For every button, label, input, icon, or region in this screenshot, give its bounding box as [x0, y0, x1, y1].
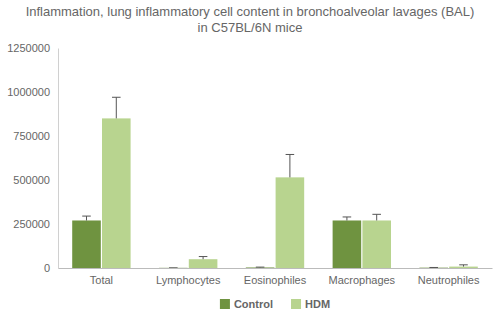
- error-bar: [169, 267, 178, 268]
- y-tick-label: 500000: [13, 174, 50, 186]
- error-bar: [199, 257, 208, 260]
- bar: [276, 177, 305, 268]
- y-axis-line: [58, 49, 59, 269]
- x-tick: Total: [90, 268, 113, 286]
- x-tick-label: Lymphocytes: [156, 274, 221, 286]
- bar: [419, 267, 448, 268]
- y-tick-label: 1000000: [7, 86, 50, 98]
- x-tick-label: Eosinophiles: [244, 274, 307, 286]
- y-tick: 1250000: [7, 42, 58, 54]
- x-tick-label: Neutrophiles: [418, 274, 480, 286]
- error-bar: [459, 265, 468, 267]
- y-tick: 750000: [13, 130, 58, 142]
- y-tick: 0: [44, 262, 58, 274]
- error-bar: [429, 267, 438, 268]
- x-tick-label: Macrophages: [328, 274, 395, 286]
- y-tick-label: 1250000: [7, 42, 50, 54]
- y-tick-label: 750000: [13, 130, 50, 142]
- x-axis-line: [59, 268, 493, 269]
- plot: 0 250000 500000 750000 1000000 1250000 Total Ly…: [7, 42, 492, 286]
- bar: [333, 220, 362, 268]
- bar: [449, 267, 478, 268]
- legend-item: Control: [220, 298, 273, 310]
- error-bar: [112, 97, 121, 118]
- x-axis: Total Lymphocytes Eosinophiles Macrophages N…: [59, 268, 493, 286]
- y-tick: 250000: [13, 218, 58, 230]
- bar: [246, 267, 275, 268]
- bar: [159, 267, 188, 268]
- error-bar: [372, 214, 381, 220]
- y-tick-label: 0: [44, 262, 50, 274]
- legend-swatch: [291, 299, 301, 309]
- chart: Inflammation, lung inflammatory cell con…: [0, 0, 500, 326]
- y-tick: 1000000: [7, 86, 58, 98]
- error-bar: [343, 217, 352, 221]
- x-tick: Lymphocytes: [156, 268, 221, 286]
- error-bar: [256, 267, 265, 268]
- bar: [102, 118, 131, 268]
- title: Inflammation, lung inflammatory cell con…: [26, 4, 475, 35]
- bar: [362, 220, 391, 268]
- x-tick: Macrophages: [328, 268, 395, 286]
- error-bar: [286, 154, 295, 177]
- marks: [72, 97, 478, 268]
- error-bar: [82, 216, 91, 220]
- bar: [189, 259, 218, 268]
- x-tick: Eosinophiles: [244, 268, 307, 286]
- x-tick: Neutrophiles: [418, 268, 480, 286]
- y-axis: 0 250000 500000 750000 1000000 1250000: [7, 42, 58, 274]
- legend-label: Control: [234, 298, 273, 310]
- series: [102, 97, 478, 268]
- legend: Control HDM: [220, 298, 330, 310]
- legend-swatch: [220, 299, 230, 309]
- legend-item: HDM: [291, 298, 330, 310]
- y-tick-label: 250000: [13, 218, 50, 230]
- bar: [72, 220, 101, 268]
- x-tick-label: Total: [90, 274, 113, 286]
- legend-label: HDM: [305, 298, 330, 310]
- y-tick: 500000: [13, 174, 58, 186]
